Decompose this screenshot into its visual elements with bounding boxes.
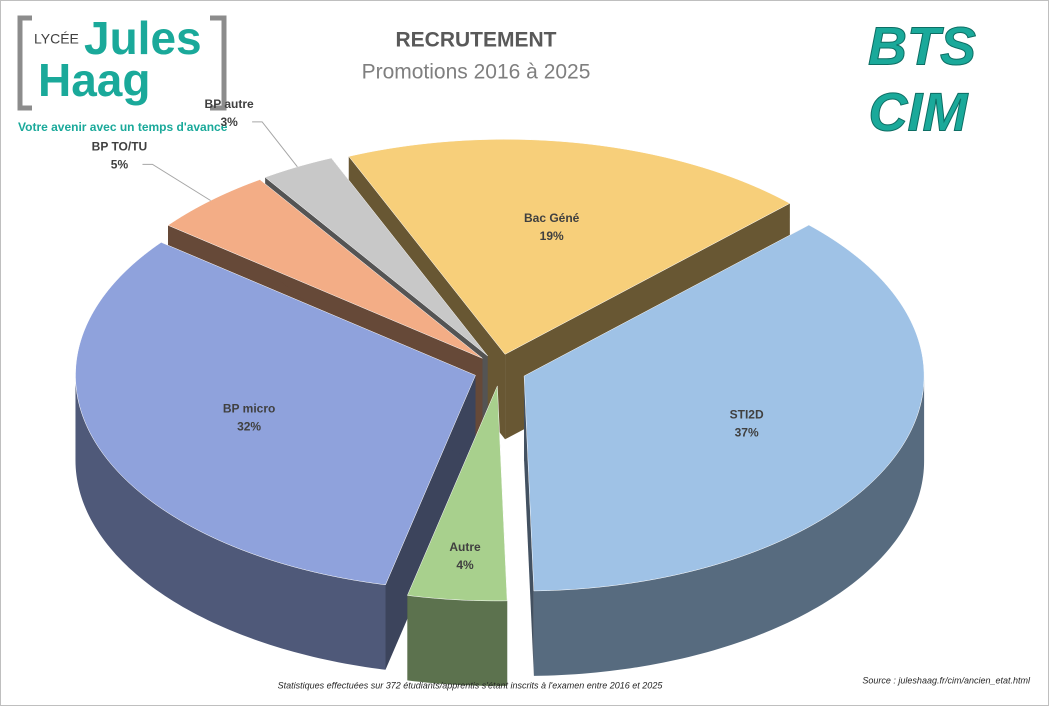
badge: CIM	[869, 82, 969, 142]
slice-rim	[75, 375, 386, 670]
value-label: 19%	[540, 229, 564, 243]
value-label: 3%	[220, 115, 238, 129]
footnote: Statistiques effectuées sur 372 étudiant…	[278, 680, 664, 690]
value-label: 32%	[237, 419, 261, 433]
value-label: 37%	[735, 425, 759, 439]
slice-label: Autre	[449, 540, 481, 554]
pie: Bac Géné 19% BP autre 3% BP TO/TU 5% BP micro 3…	[75, 97, 925, 686]
badge: BTS	[868, 16, 976, 76]
slice-rim	[407, 595, 508, 686]
slice	[348, 139, 791, 355]
leader-line	[142, 163, 211, 201]
value-label: 5%	[111, 158, 129, 172]
source: Source : juleshaag.fr/cim/ancien_etat.ht…	[862, 675, 1031, 685]
slice-rim	[533, 375, 925, 676]
logo-small: LYCÉE	[34, 31, 79, 47]
slice	[407, 385, 508, 602]
leader-line	[252, 121, 298, 168]
logo-bracket	[210, 15, 227, 111]
chart-title: RECRUTEMENT	[396, 29, 557, 52]
slice-label: BP micro	[223, 401, 275, 415]
slice-label: BP autre	[205, 97, 254, 111]
logo-word: Jules	[84, 12, 202, 64]
slice-label: STI2D	[730, 407, 764, 421]
logo-bracket	[17, 15, 32, 111]
slice-label: Bac Géné	[524, 211, 580, 225]
chart-subtitle: Promotions 2016 à 2025	[362, 61, 591, 84]
value-label: 4%	[456, 558, 474, 572]
slice	[264, 157, 488, 357]
slice-label: BP TO/TU	[92, 140, 148, 154]
slice	[75, 242, 476, 586]
slice-side	[524, 375, 534, 676]
slogan: Votre avenir avec un temps d'avance	[18, 120, 228, 134]
logo-word: Haag	[38, 54, 150, 106]
slice	[523, 224, 925, 592]
